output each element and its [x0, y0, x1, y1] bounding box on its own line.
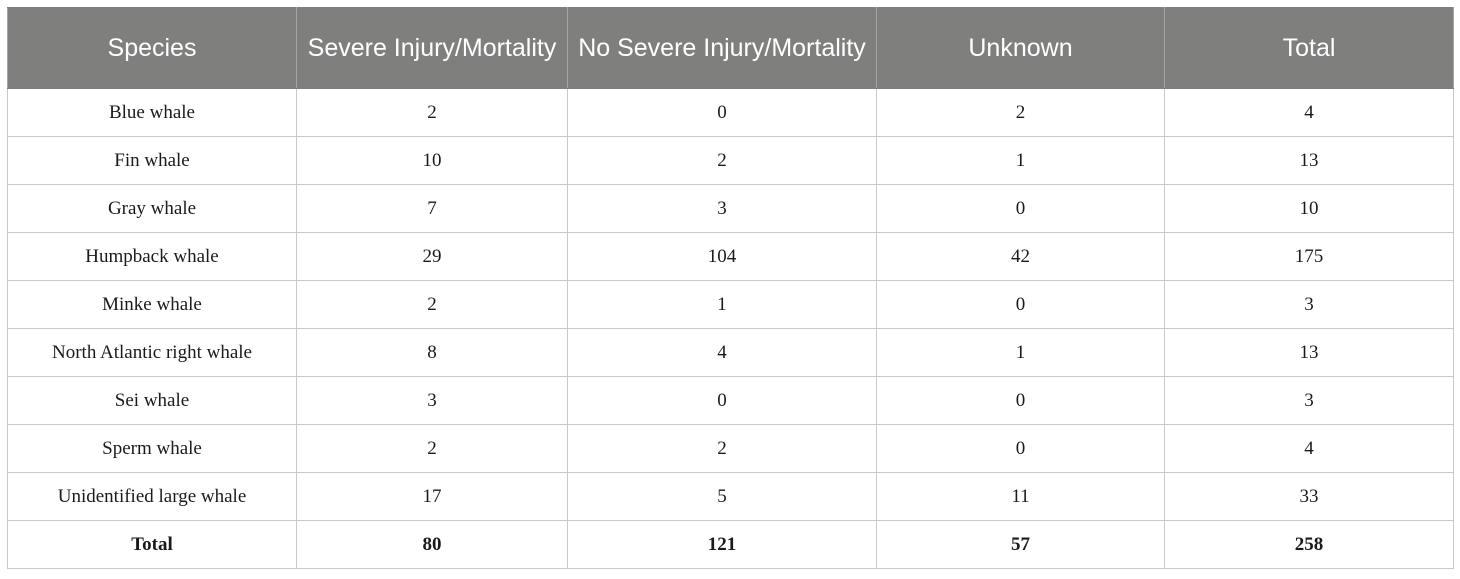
cell-species: North Atlantic right whale — [7, 328, 297, 377]
header-severe-injury-mortality: Severe Injury/Mortality — [296, 7, 568, 89]
table-row: Gray whale 7 3 0 10 — [7, 184, 1454, 233]
cell-severe: 8 — [296, 328, 568, 377]
cell-no-severe: 3 — [567, 184, 877, 233]
table-row: Blue whale 2 0 2 4 — [7, 88, 1454, 137]
cell-species: Gray whale — [7, 184, 297, 233]
cell-no-severe: 2 — [567, 424, 877, 473]
cell-no-severe: 5 — [567, 472, 877, 521]
cell-unknown: 0 — [876, 184, 1165, 233]
cell-total: 13 — [1164, 136, 1454, 185]
table-row: Unidentified large whale 17 5 11 33 — [7, 472, 1454, 521]
cell-species: Humpback whale — [7, 232, 297, 281]
cell-no-severe: 4 — [567, 328, 877, 377]
cell-severe: 17 — [296, 472, 568, 521]
cell-severe: 10 — [296, 136, 568, 185]
cell-severe: 7 — [296, 184, 568, 233]
cell-severe: 29 — [296, 232, 568, 281]
table-body: Blue whale 2 0 2 4 Fin whale 10 2 1 13 G… — [7, 88, 1454, 569]
cell-total: 3 — [1164, 280, 1454, 329]
data-table-container: Species Severe Injury/Mortality No Sever… — [7, 7, 1454, 569]
total-unknown: 57 — [876, 520, 1165, 569]
cell-unknown: 11 — [876, 472, 1165, 521]
cell-unknown: 0 — [876, 424, 1165, 473]
cell-total: 10 — [1164, 184, 1454, 233]
cell-species: Minke whale — [7, 280, 297, 329]
total-row: Total 80 121 57 258 — [7, 520, 1454, 569]
table-row: Fin whale 10 2 1 13 — [7, 136, 1454, 185]
cell-no-severe: 0 — [567, 376, 877, 425]
total-severe: 80 — [296, 520, 568, 569]
cell-total: 175 — [1164, 232, 1454, 281]
table-row: North Atlantic right whale 8 4 1 13 — [7, 328, 1454, 377]
total-no-severe: 121 — [567, 520, 877, 569]
header-no-severe-injury-mortality: No Severe Injury/Mortality — [567, 7, 877, 89]
cell-species: Sperm whale — [7, 424, 297, 473]
table-row: Sei whale 3 0 0 3 — [7, 376, 1454, 425]
cell-severe: 2 — [296, 88, 568, 137]
cell-species: Unidentified large whale — [7, 472, 297, 521]
header-species: Species — [7, 7, 297, 89]
cell-species: Blue whale — [7, 88, 297, 137]
table-row: Minke whale 2 1 0 3 — [7, 280, 1454, 329]
cell-no-severe: 104 — [567, 232, 877, 281]
cell-species: Fin whale — [7, 136, 297, 185]
cell-total: 4 — [1164, 88, 1454, 137]
header-total: Total — [1164, 7, 1454, 89]
cell-total: 4 — [1164, 424, 1454, 473]
cell-total: 3 — [1164, 376, 1454, 425]
cell-no-severe: 0 — [567, 88, 877, 137]
species-injury-table: Species Severe Injury/Mortality No Sever… — [7, 7, 1454, 569]
cell-severe: 3 — [296, 376, 568, 425]
cell-unknown: 1 — [876, 328, 1165, 377]
table-row: Sperm whale 2 2 0 4 — [7, 424, 1454, 473]
table-row: Humpback whale 29 104 42 175 — [7, 232, 1454, 281]
cell-severe: 2 — [296, 280, 568, 329]
cell-no-severe: 2 — [567, 136, 877, 185]
cell-unknown: 1 — [876, 136, 1165, 185]
cell-total: 13 — [1164, 328, 1454, 377]
total-grand: 258 — [1164, 520, 1454, 569]
cell-species: Sei whale — [7, 376, 297, 425]
cell-unknown: 42 — [876, 232, 1165, 281]
cell-severe: 2 — [296, 424, 568, 473]
header-unknown: Unknown — [876, 7, 1165, 89]
cell-total: 33 — [1164, 472, 1454, 521]
cell-unknown: 2 — [876, 88, 1165, 137]
total-label: Total — [7, 520, 297, 569]
header-row: Species Severe Injury/Mortality No Sever… — [7, 7, 1454, 89]
table-header: Species Severe Injury/Mortality No Sever… — [7, 7, 1454, 89]
cell-unknown: 0 — [876, 376, 1165, 425]
cell-no-severe: 1 — [567, 280, 877, 329]
cell-unknown: 0 — [876, 280, 1165, 329]
